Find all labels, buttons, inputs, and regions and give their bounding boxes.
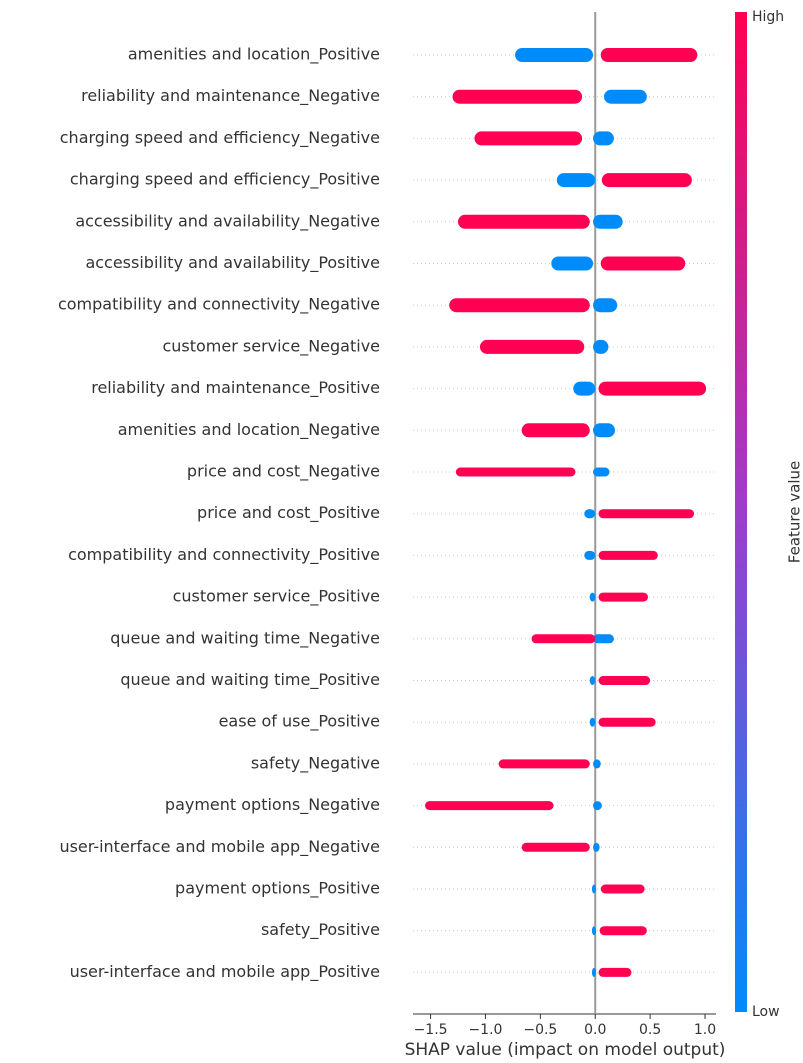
low-value-points (593, 759, 601, 769)
low-value-points (604, 89, 647, 104)
feature-label: reliability and maintenance_Positive (91, 378, 380, 398)
low-value-points (584, 509, 596, 519)
x-tick-label: −1.5 (414, 1022, 448, 1038)
low-value-points (593, 467, 610, 477)
high-value-points (598, 967, 632, 977)
high-value-points (601, 173, 692, 188)
high-value-points (598, 509, 695, 519)
high-value-points (452, 89, 583, 104)
feature-label: amenities and location_Negative (118, 420, 380, 440)
low-value-points (591, 884, 596, 894)
feature-label: accessibility and availability_Negative (75, 211, 380, 231)
high-value-points (479, 339, 585, 354)
feature-label: amenities and location_Positive (128, 45, 380, 65)
feature-label: queue and waiting time_Negative (110, 628, 380, 648)
high-value-points (521, 842, 590, 852)
feature-label: compatibility and connectivity_Negative (58, 295, 380, 315)
high-value-points (600, 256, 686, 271)
low-value-points (589, 592, 596, 602)
high-value-points (598, 592, 648, 602)
x-tick-label: −1.0 (468, 1022, 502, 1038)
colorbar-low: Low (752, 1004, 780, 1020)
x-tick-label: −0.5 (523, 1022, 557, 1038)
high-value-points (600, 48, 698, 62)
high-value-points (425, 801, 554, 811)
low-value-points (556, 173, 596, 188)
x-axis-label: SHAP value (impact on model output) (405, 1040, 726, 1060)
feature-label: charging speed and efficiency_Negative (60, 128, 380, 148)
high-value-points (498, 759, 590, 769)
low-value-points (593, 842, 600, 852)
high-value-points (458, 214, 590, 229)
high-value-points (474, 131, 583, 146)
high-value-points (599, 926, 647, 936)
feature-label: queue and waiting time_Positive (120, 670, 380, 690)
feature-label: user-interface and mobile app_Negative (59, 837, 380, 857)
feature-label: ease of use_Positive (219, 712, 380, 732)
high-value-points (598, 676, 651, 685)
low-value-points (589, 676, 596, 685)
low-value-points (573, 381, 596, 396)
colorbar-high: High (752, 9, 784, 25)
feature-label: payment options_Negative (165, 795, 380, 815)
low-value-points (589, 717, 596, 727)
low-value-points (593, 131, 614, 146)
high-value-points (449, 298, 590, 313)
low-value-points (593, 634, 614, 644)
low-value-points (551, 256, 594, 271)
feature-label: safety_Negative (251, 753, 380, 773)
low-value-points (515, 48, 594, 62)
high-value-points (598, 381, 707, 396)
feature-label: user-interface and mobile app_Positive (70, 962, 380, 982)
feature-label: customer service_Negative (162, 336, 380, 356)
high-value-points (600, 884, 645, 894)
colorbar (735, 12, 747, 1012)
feature-label: price and cost_Negative (187, 462, 380, 482)
x-tick-label: 1.0 (694, 1022, 716, 1038)
feature-label: compatibility and connectivity_Positive (68, 545, 380, 565)
low-value-points (593, 423, 615, 438)
high-value-points (531, 634, 596, 644)
low-value-points (593, 298, 618, 313)
feature-label: customer service_Positive (173, 587, 380, 607)
colorbar-label: Feature value (786, 461, 803, 563)
high-value-points (598, 550, 658, 560)
low-value-points (593, 339, 609, 354)
feature-label: accessibility and availability_Positive (85, 253, 380, 273)
high-value-points (455, 467, 576, 477)
feature-label: reliability and maintenance_Negative (81, 86, 380, 106)
feature-label: price and cost_Positive (197, 503, 380, 523)
low-value-points (584, 550, 596, 560)
x-tick-label: 0.0 (584, 1022, 606, 1038)
low-value-points (591, 926, 596, 936)
low-value-points (591, 967, 596, 977)
low-value-points (593, 214, 623, 229)
feature-label: charging speed and efficiency_Positive (70, 170, 380, 190)
high-value-points (521, 423, 590, 438)
x-tick-label: 0.5 (639, 1022, 661, 1038)
low-value-points (593, 801, 602, 811)
feature-label: payment options_Positive (175, 879, 380, 899)
feature-label: safety_Positive (261, 920, 380, 940)
high-value-points (598, 717, 656, 727)
